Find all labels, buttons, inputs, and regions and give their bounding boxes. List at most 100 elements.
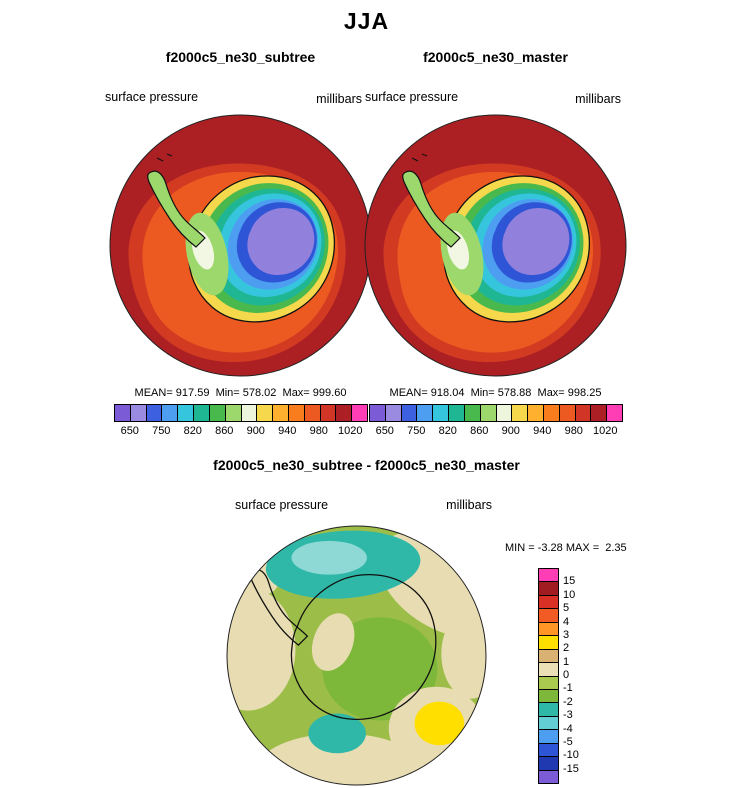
colorbar-segment (384, 405, 401, 421)
pressure-colorbar-ticks-master: 650 750 820 860 900 940 980 1020 (369, 425, 621, 438)
colorbar-segment (479, 405, 496, 421)
colorbar-segment (448, 405, 464, 421)
panel-header-master: f2000c5_ne30_master (423, 49, 568, 65)
pressure-colorbar-ticks-subtree: 650 750 820 860 900 940 980 1020 (114, 425, 366, 438)
colorbar-tick-label: -5 (563, 735, 573, 748)
colorbar-tick-label: 1020 (338, 425, 363, 437)
colorbar-tick-label: 980 (564, 425, 583, 437)
colorbar-segment (240, 405, 257, 421)
colorbar-segment (574, 405, 591, 421)
colorbar-tick-label: 650 (120, 425, 139, 437)
difference-title: f2000c5_ne30_subtree - f2000c5_ne30_mast… (213, 457, 520, 473)
colorbar-segment (177, 405, 194, 421)
colorbar-tick-label: 860 (470, 425, 489, 437)
colorbar-segment (145, 405, 162, 421)
colorbar-segment (370, 405, 385, 421)
colorbar-segment (335, 405, 352, 421)
colorbar-tick-label: 750 (152, 425, 171, 437)
colorbar-tick-label: 5 (563, 602, 570, 615)
colorbar-segment (272, 405, 288, 421)
colorbar-segment (539, 621, 558, 636)
colorbar-segment (539, 769, 558, 783)
colorbar-segment (539, 729, 558, 743)
colorbar-segment (224, 405, 241, 421)
colorbar-segment (208, 405, 225, 421)
colorbar-segment (539, 715, 558, 730)
colorbar-tick-label: 820 (438, 425, 457, 437)
colorbar-tick-label: 900 (501, 425, 520, 437)
colorbar-segment (161, 405, 178, 421)
colorbar-segment (542, 405, 559, 421)
colorbar-segment (129, 405, 146, 421)
colorbar-segment (539, 594, 558, 609)
colorbar-segment (463, 405, 480, 421)
colorbar-tick-label: 860 (215, 425, 234, 437)
colorbar-segment (416, 405, 433, 421)
field-label-right: surface pressure (365, 90, 459, 104)
colorbar-segment (539, 702, 558, 716)
colorbar-segment (256, 405, 273, 421)
colorbar-tick-label: 3 (563, 628, 570, 641)
colorbar-segment (539, 742, 558, 757)
colorbar-tick-label: 0 (563, 669, 570, 681)
units-label-left: millibars (316, 92, 362, 106)
colorbar-segment (287, 405, 304, 421)
colorbar-segment (539, 635, 558, 649)
pressure-colorbar-subtree (114, 404, 368, 422)
colorbar-tick-label: 1020 (593, 425, 618, 437)
colorbar-segment (539, 608, 558, 622)
units-label-diff: millibars (446, 498, 492, 512)
colorbar-segment (495, 405, 512, 421)
colorbar-tick-label: 980 (309, 425, 328, 437)
colorbar-tick-label: 10 (563, 588, 576, 601)
difference-map (226, 525, 487, 786)
stats-difference: MIN = -3.28 MAX = 2.35 (505, 542, 627, 554)
colorbar-segment (400, 405, 417, 421)
pressure-map-master (364, 114, 627, 377)
colorbar-tick-label: 1 (563, 655, 570, 668)
panel-header-subtree: f2000c5_ne30_subtree (165, 49, 316, 65)
colorbar-segment (606, 405, 622, 421)
colorbar-tick-label: -3 (563, 709, 573, 722)
units-label-right: millibars (575, 92, 621, 106)
colorbar-segment (539, 675, 558, 689)
colorbar-segment (539, 569, 558, 582)
colorbar-tick-label: -4 (563, 722, 573, 735)
colorbar-tick-label: -2 (563, 695, 573, 708)
colorbar-tick-label: -15 (563, 762, 579, 775)
pressure-map-subtree (109, 114, 372, 377)
colorbar-tick-label: 15 (563, 575, 576, 588)
pressure-colorbar-master (369, 404, 623, 422)
stats-master: MEAN= 918.04 Min= 578.88 Max= 998.25 (389, 387, 602, 399)
stats-subtree: MEAN= 917.59 Min= 578.02 Max= 999.60 (134, 387, 347, 399)
colorbar-segment (303, 405, 320, 421)
colorbar-tick-label: 2 (563, 642, 570, 655)
colorbar-segment (539, 662, 558, 676)
colorbar-segment (558, 405, 575, 421)
colorbar-segment (511, 405, 528, 421)
colorbar-segment (590, 405, 607, 421)
colorbar-segment (432, 405, 449, 421)
colorbar-tick-label: 650 (375, 425, 394, 437)
colorbar-tick-label: 820 (183, 425, 202, 437)
colorbar-tick-label: 900 (246, 425, 265, 437)
colorbar-segment (319, 405, 336, 421)
colorbar-segment (115, 405, 130, 421)
colorbar-segment (539, 688, 558, 703)
colorbar-tick-label: 940 (533, 425, 552, 437)
colorbar-tick-label: -1 (563, 682, 573, 695)
colorbar-segment (539, 581, 558, 595)
colorbar-segment (539, 756, 558, 770)
season-title: JJA (343, 8, 390, 34)
colorbar-tick-label: 4 (563, 615, 570, 628)
colorbar-tick-label: 750 (407, 425, 426, 437)
colorbar-tick-label: 940 (278, 425, 297, 437)
field-label-left: surface pressure (105, 90, 199, 104)
field-label-diff: surface pressure (235, 498, 329, 512)
colorbar-tick-label: -10 (563, 749, 579, 762)
colorbar-segment (539, 648, 558, 663)
colorbar-segment (527, 405, 543, 421)
colorbar-segment (193, 405, 209, 421)
difference-colorbar (538, 568, 559, 784)
